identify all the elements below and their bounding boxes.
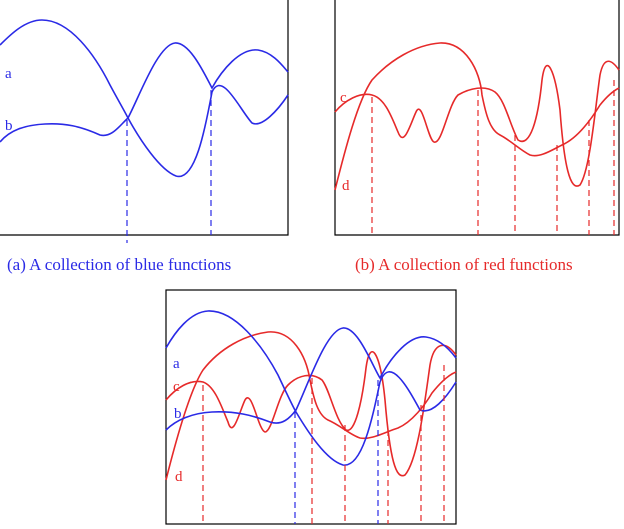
label-a: a: [5, 66, 12, 82]
label-d: d: [175, 469, 183, 485]
panel-a: a b: [0, 0, 289, 243]
panel-c-frame: [165, 289, 457, 525]
label-b: b: [174, 406, 182, 422]
panel-c: a c b d: [165, 289, 457, 525]
function-b-curve: [165, 327, 457, 431]
caption-a: (a) A collection of blue functions: [7, 255, 231, 274]
label-c: c: [340, 90, 347, 106]
panel-b-frame: [334, 0, 620, 236]
panel-b: c d: [334, 0, 620, 236]
label-d: d: [342, 178, 350, 194]
panel-a-frame: [0, 0, 289, 236]
function-c-curve: [165, 344, 457, 477]
label-a: a: [173, 356, 180, 372]
caption-b: (b) A collection of red functions: [355, 255, 573, 274]
label-c: c: [173, 379, 180, 395]
label-b: b: [5, 118, 13, 134]
function-d-curve: [334, 42, 620, 191]
function-a-curve: [0, 19, 289, 178]
function-b-curve: [0, 42, 289, 143]
function-a-curve: [165, 310, 457, 466]
function-c-curve: [334, 60, 620, 187]
